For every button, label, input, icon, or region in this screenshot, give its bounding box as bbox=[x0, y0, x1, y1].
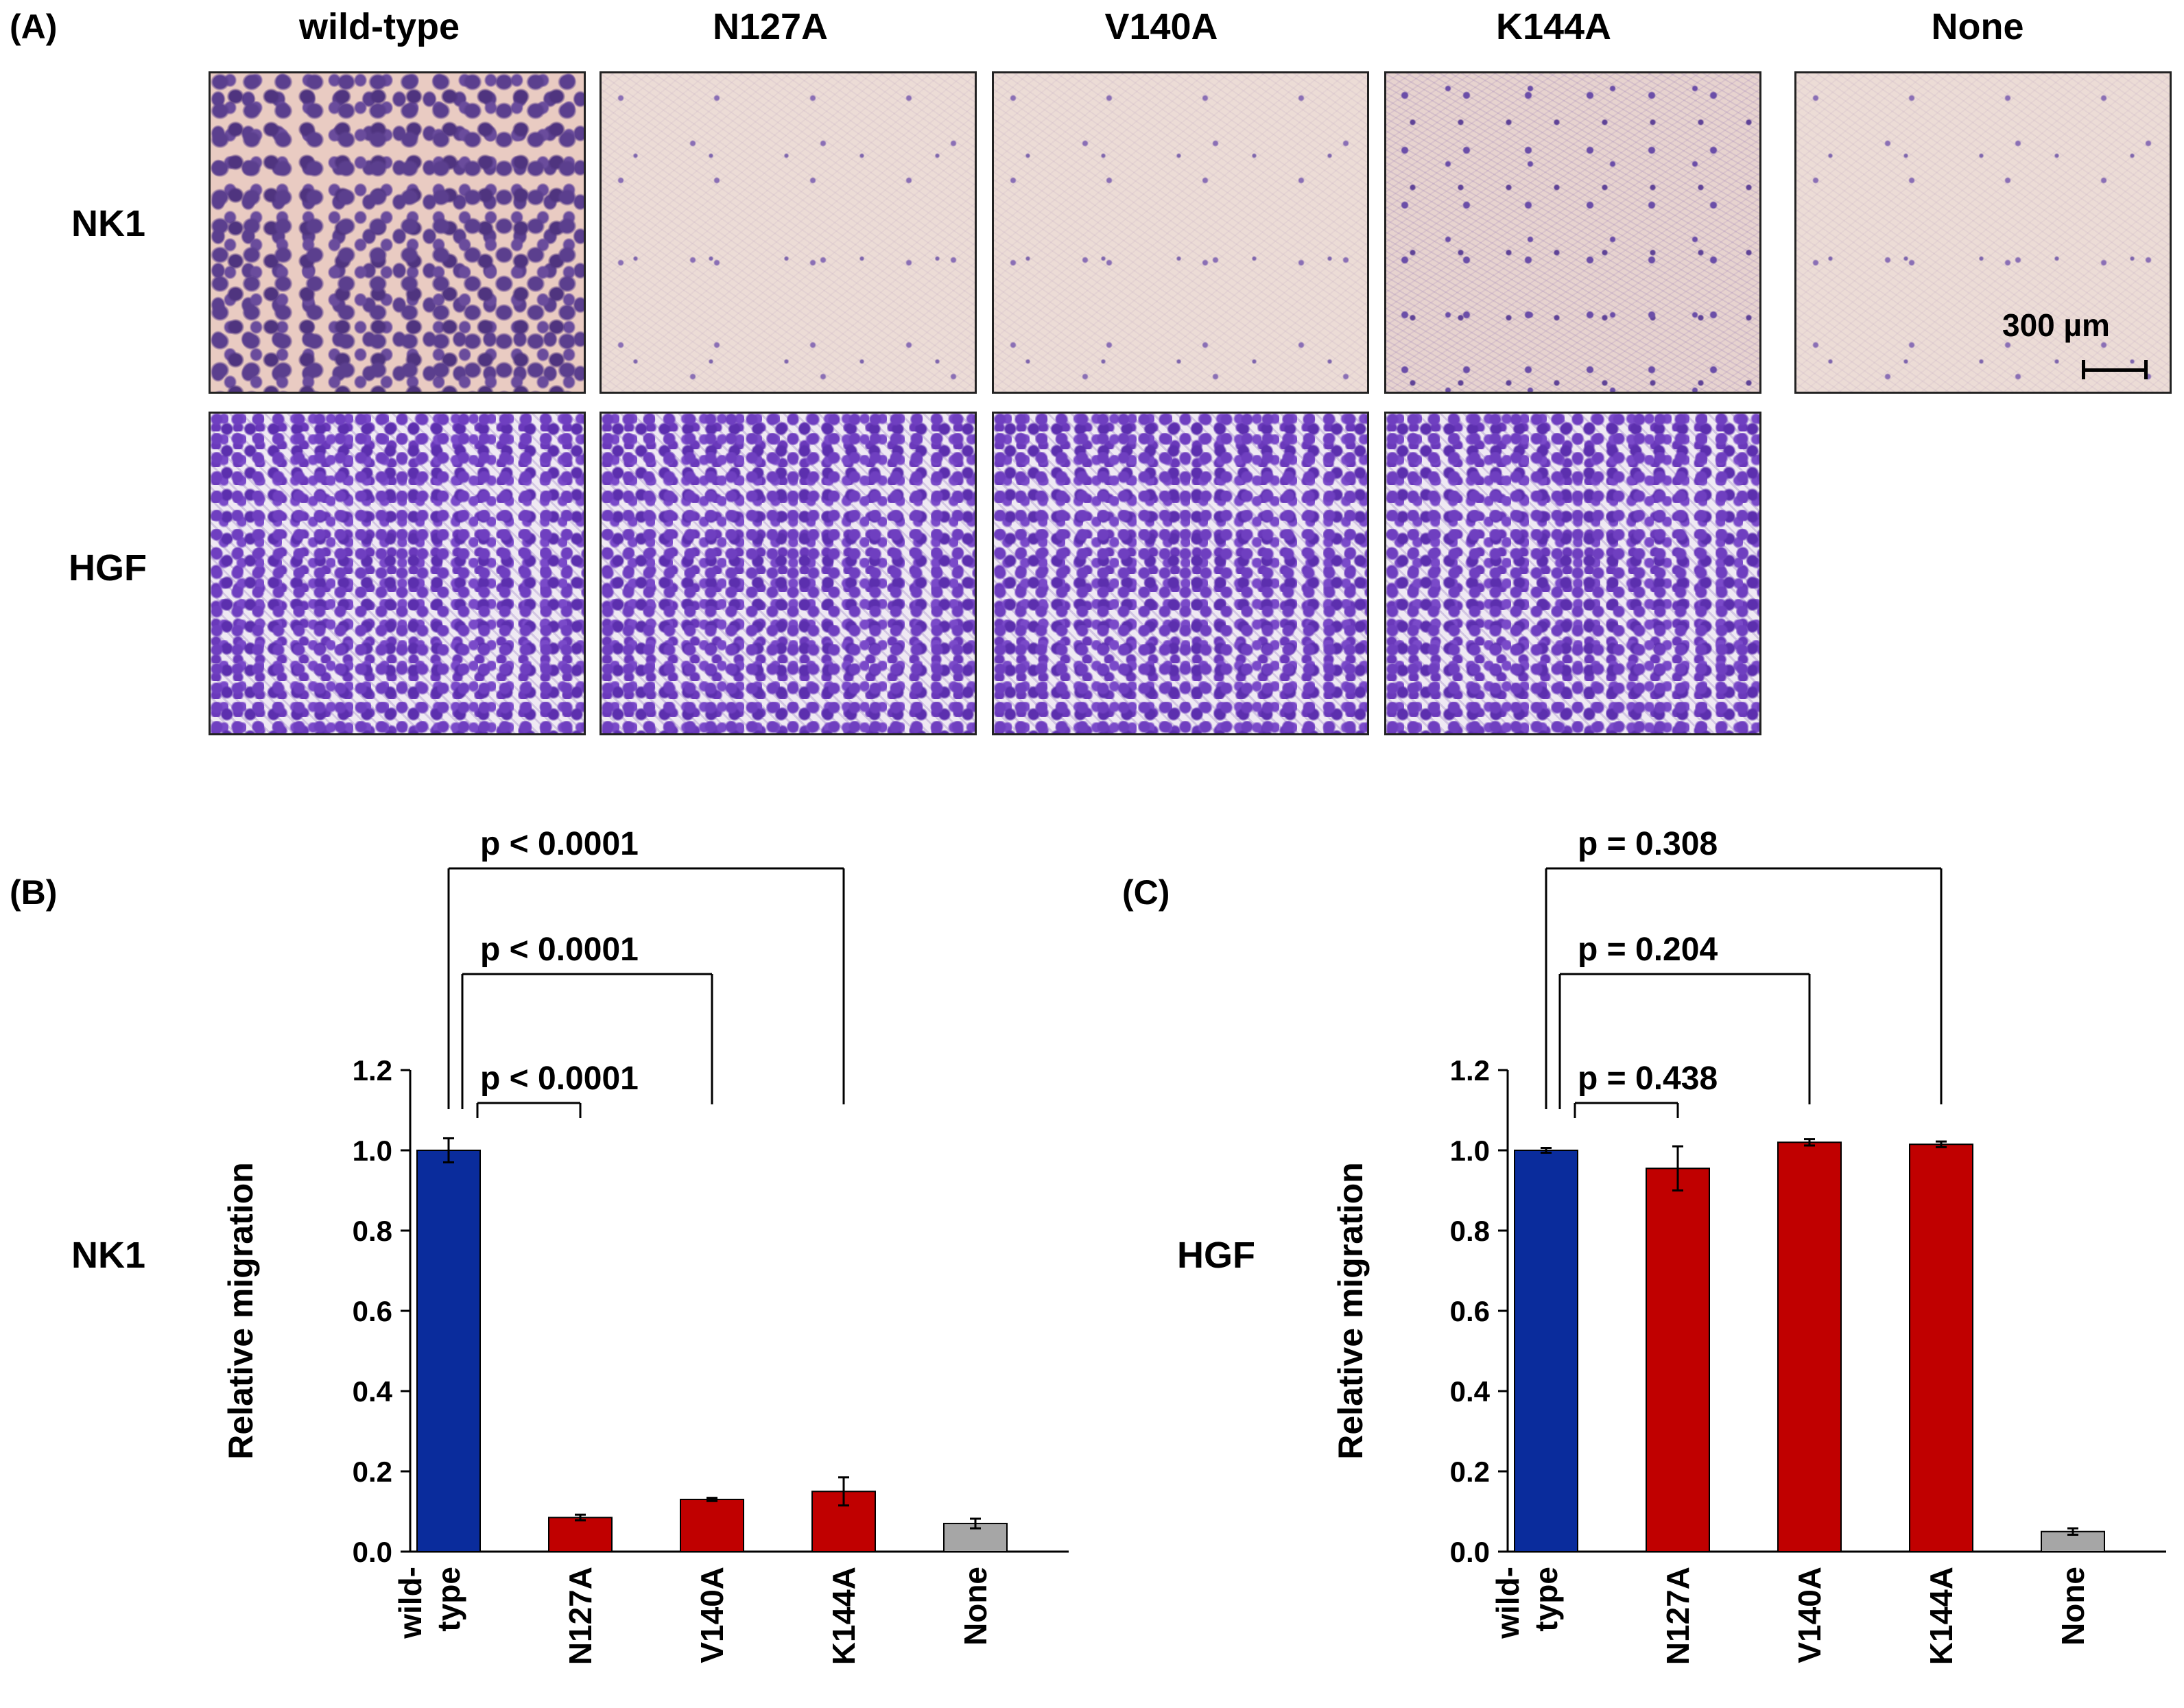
p-value-label: p = 0.308 bbox=[1578, 826, 1718, 862]
x-tick-label: None bbox=[2055, 1567, 2091, 1646]
y-tick-label: 1.0 bbox=[1450, 1135, 1490, 1167]
micrograph-hgf-k144a bbox=[1384, 412, 1761, 735]
x-tick-label: N127A bbox=[1660, 1567, 1696, 1665]
y-tick-label: 0.8 bbox=[1450, 1215, 1490, 1247]
bar bbox=[1646, 1167, 1710, 1552]
bar bbox=[1909, 1143, 1973, 1553]
y-tick-label: 0.4 bbox=[353, 1375, 393, 1408]
scale-bar-right-cap bbox=[2144, 360, 2148, 379]
micrograph-hgf-wild-type bbox=[209, 412, 586, 735]
scale-bar-left-cap bbox=[2082, 360, 2085, 379]
y-tick-label: 0.0 bbox=[353, 1536, 392, 1568]
column-header-k144a: K144A bbox=[1495, 6, 1612, 47]
y-tick-label: 1.2 bbox=[1450, 1054, 1490, 1087]
chart-side-label: NK1 bbox=[71, 1235, 145, 1276]
column-header-n127a: N127A bbox=[712, 6, 829, 47]
x-tick-label: N127A bbox=[562, 1567, 598, 1665]
panel-label-c: (C) bbox=[1122, 873, 1170, 912]
x-tick-label: wild- bbox=[1490, 1567, 1526, 1639]
x-tick-label: K144A bbox=[1923, 1567, 1959, 1665]
chart-nk1-relative-migration: NK1 Relative migration 0.0 0.2 0.4 0.6 0.8 1.0 1… bbox=[71, 826, 1069, 1665]
y-tick-label: 0.6 bbox=[353, 1295, 392, 1327]
p-value-label: p < 0.0001 bbox=[480, 932, 639, 968]
x-tick-label: K144A bbox=[826, 1567, 862, 1665]
y-tick-label: 0.6 bbox=[1450, 1295, 1490, 1327]
micrograph-hgf-v140a bbox=[992, 412, 1369, 735]
column-header-wild-type: wild-type bbox=[298, 6, 460, 47]
bar bbox=[1777, 1141, 1842, 1552]
x-tick-label: None bbox=[958, 1567, 993, 1646]
micrograph-nk1-n127a bbox=[600, 71, 977, 394]
y-tick-label: 1.2 bbox=[353, 1054, 392, 1087]
p-value-label: p = 0.438 bbox=[1578, 1060, 1718, 1097]
y-tick-label: 0.8 bbox=[353, 1215, 392, 1247]
panel-label-b: (B) bbox=[10, 873, 58, 912]
p-value-label: p = 0.204 bbox=[1578, 932, 1718, 968]
chart-hgf-relative-migration: HGF Relative migration 0.0 0.2 0.4 0.6 0.8 1.0 1… bbox=[1177, 826, 2166, 1665]
row-header-hgf: HGF bbox=[69, 547, 147, 589]
scale-bar bbox=[2083, 368, 2146, 372]
y-tick-label: 0.2 bbox=[1450, 1456, 1490, 1488]
y-tick-label: 0.4 bbox=[1450, 1375, 1491, 1408]
bar bbox=[548, 1517, 613, 1553]
chart-side-label: HGF bbox=[1177, 1235, 1255, 1276]
bar bbox=[416, 1150, 481, 1552]
column-header-v140a: V140A bbox=[1104, 6, 1218, 47]
micrograph-nk1-v140a bbox=[992, 71, 1369, 394]
bar bbox=[1514, 1150, 1578, 1552]
p-value-label: p < 0.0001 bbox=[480, 1060, 639, 1097]
y-tick-label: 1.0 bbox=[353, 1135, 392, 1167]
y-tick-label: 0.2 bbox=[353, 1456, 392, 1488]
micrograph-nk1-k144a bbox=[1384, 71, 1761, 394]
bar bbox=[680, 1498, 744, 1553]
y-axis-label: Relative migration bbox=[1331, 1162, 1370, 1459]
y-axis-label: Relative migration bbox=[222, 1162, 260, 1459]
column-header-none: None bbox=[1931, 6, 2024, 47]
x-tick-label: type bbox=[431, 1567, 466, 1632]
micrograph-nk1-wild-type bbox=[209, 71, 586, 394]
scale-bar-label: 300 µm bbox=[2002, 307, 2110, 343]
y-tick-label: 0.0 bbox=[1450, 1536, 1490, 1568]
panel-label-a: (A) bbox=[10, 8, 58, 46]
x-tick-label: wild- bbox=[392, 1567, 428, 1639]
x-tick-label: V140A bbox=[694, 1567, 730, 1663]
micrograph-nk1-none: 300 µm bbox=[1794, 71, 2172, 394]
p-value-label: p < 0.0001 bbox=[480, 826, 639, 862]
x-tick-label: type bbox=[1528, 1567, 1564, 1632]
row-header-nk1: NK1 bbox=[71, 203, 146, 244]
x-tick-label: V140A bbox=[1792, 1567, 1827, 1663]
micrograph-hgf-n127a bbox=[600, 412, 977, 735]
